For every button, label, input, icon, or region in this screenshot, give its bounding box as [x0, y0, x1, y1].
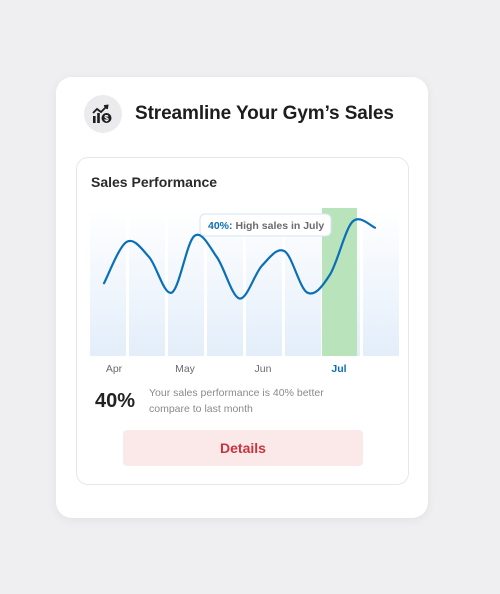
sales-growth-icon: $ [84, 95, 122, 133]
card-header: $ Streamline Your Gym’s Sales [84, 95, 394, 133]
stat-value: 40% [95, 390, 136, 412]
stat-description: Your sales performance is 40% better com… [149, 387, 324, 415]
chart-column [168, 208, 204, 356]
chart-column [363, 208, 399, 356]
sales-line [102, 218, 377, 300]
panel-title: Sales Performance [91, 174, 218, 190]
chart-column [129, 208, 165, 356]
card-title: Streamline Your Gym’s Sales [135, 103, 394, 124]
details-button[interactable]: Details [123, 430, 363, 466]
sales-card: $ Streamline Your Gym’s Sales 40%: High s… [56, 77, 428, 518]
annotation-text: High sales in July [236, 220, 325, 232]
chart-column [90, 208, 126, 356]
svg-text:$: $ [104, 114, 109, 123]
x-axis-label: May [175, 363, 196, 375]
sales-line-chart: 40%: High sales in July Apr May Jun Jul [90, 208, 399, 375]
x-axis-label: Jun [255, 363, 272, 375]
annotation-callout: 40%: High sales in July [199, 213, 332, 237]
svg-text:40%:High sales in July: 40%: High sales in July [208, 220, 324, 232]
annotation-value: 40%: [208, 220, 233, 232]
x-axis-label: Jul [331, 363, 346, 375]
x-axis-label: Apr [106, 363, 123, 375]
sales-performance-panel: 40%: High sales in July Apr May Jun Jul Sale… [76, 157, 409, 485]
